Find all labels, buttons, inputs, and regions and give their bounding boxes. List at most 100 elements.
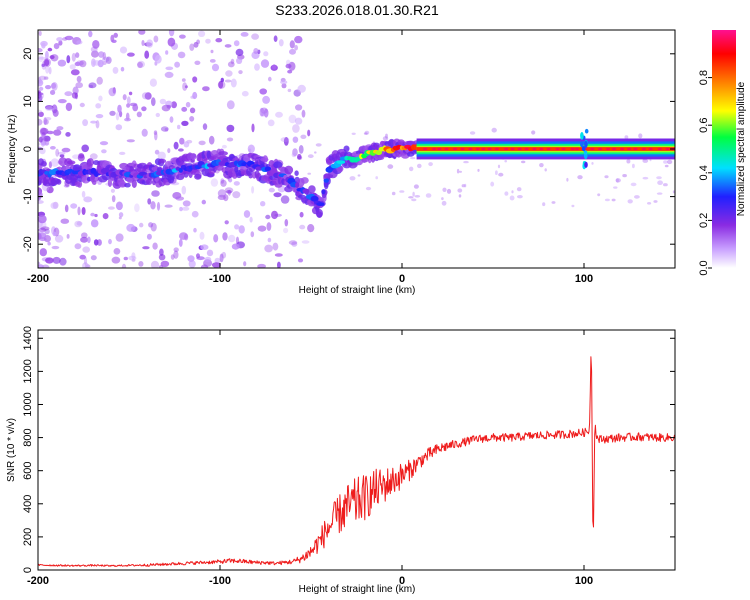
spectrogram-noise-blob xyxy=(224,220,229,225)
spectrogram-noise-blob xyxy=(214,257,221,264)
spectrogram-noise-blob xyxy=(504,160,508,163)
spectrogram-noise-blob xyxy=(98,95,103,102)
spectrogram-noise-blob xyxy=(175,196,185,201)
spectrogram-noise-blob xyxy=(571,204,575,208)
spectrogram-noise-blob xyxy=(38,86,44,91)
spectrogram-noise-blob xyxy=(292,148,298,157)
spectrogram-noise-blob xyxy=(48,161,53,169)
spectrogram-noise-blob xyxy=(283,137,289,146)
spectrogram-noise-blob xyxy=(446,188,452,194)
snr-xtick-label: 100 xyxy=(575,575,593,587)
spectrogram-noise-blob xyxy=(150,201,156,210)
spectrogram-noise-blob xyxy=(288,61,296,71)
spectrogram-noise-blob xyxy=(199,231,205,240)
spectrogram-noise-blob xyxy=(521,160,526,164)
spectrogram-band-peak xyxy=(539,147,544,151)
spectrogram-noise-blob xyxy=(96,76,103,85)
spectrogram-noise-blob xyxy=(74,220,82,228)
spectrogram-noise-blob xyxy=(38,75,47,81)
spectrogram-noise-blob xyxy=(626,159,631,164)
spectrogram-noise-blob xyxy=(542,202,546,207)
spectrogram-noise-blob xyxy=(83,256,88,265)
spectrogram-noise-blob xyxy=(200,264,209,268)
spectrogram-noise-blob xyxy=(260,107,268,114)
spectrogram-noise-blob xyxy=(126,96,131,105)
spectrogram-noise-blob xyxy=(38,233,42,240)
spectrogram-noise-blob xyxy=(611,198,616,202)
spectrogram-noise-blob xyxy=(314,151,317,154)
spectrogram-noise-blob xyxy=(128,255,137,261)
spectrogram-noise-blob xyxy=(220,178,225,184)
spectrogram-xlabel: Height of straight line (km) xyxy=(299,285,416,296)
spectrogram-noise-blob xyxy=(160,260,170,268)
spectrogram-noise-blob xyxy=(51,245,60,250)
spectrogram-noise-blob xyxy=(288,114,297,124)
colorbar-tick-label: 0.8 xyxy=(698,70,710,85)
spectrogram-noise-blob xyxy=(47,241,51,246)
spectrogram-noise-blob xyxy=(191,210,199,218)
spectrogram-noise-blob xyxy=(257,263,266,268)
spectrogram-noise-blob xyxy=(40,40,48,47)
spectrogram-band-peak xyxy=(641,147,646,151)
spectrogram-noise-blob xyxy=(166,104,172,109)
spectrogram-noise-blob xyxy=(154,131,158,141)
spectrogram-noise-blob xyxy=(260,59,270,68)
spectrogram-noise-blob xyxy=(120,66,125,72)
spectrogram-noise-blob xyxy=(182,200,191,207)
spectrogram-noise-blob xyxy=(630,182,637,187)
spectrogram-ytick-label: 0 xyxy=(22,146,34,152)
spectrogram-noise-blob xyxy=(124,117,131,122)
spectrogram-band-peak xyxy=(627,147,632,151)
spectrogram-noise-blob xyxy=(409,166,414,172)
spectrogram-noise-blob xyxy=(52,231,57,237)
snr-xtick-label: -200 xyxy=(27,575,49,587)
spectrogram-noise-blob xyxy=(227,61,235,68)
spectrogram-noise-blob xyxy=(299,224,306,230)
spectrogram-noise-blob xyxy=(139,222,144,228)
spectrogram-noise-blob xyxy=(81,144,89,153)
spectrogram-noise-blob xyxy=(75,52,80,58)
spectrogram-noise-blob xyxy=(490,181,495,187)
spectrogram-noise-blob xyxy=(168,30,175,37)
spectrogram-noise-blob xyxy=(51,82,57,89)
spectrogram-noise-blob xyxy=(40,127,49,135)
spectrogram-noise-blob xyxy=(137,61,143,69)
spectrogram-noise-blob xyxy=(458,194,462,198)
spectrogram-noise-blob xyxy=(181,206,190,211)
spectrogram-noise-blob xyxy=(47,47,53,52)
spectrogram-ridge-halo xyxy=(86,158,94,167)
spectrogram-noise-blob xyxy=(115,124,123,131)
spectrogram-noise-blob xyxy=(122,94,127,101)
spectrogram-xtick-label: -200 xyxy=(27,273,49,285)
spectrogram-noise-blob xyxy=(504,191,509,196)
spectrogram-noise-blob xyxy=(38,30,42,36)
spectrogram-ridge-halo xyxy=(284,165,294,175)
spectrogram-noise-blob xyxy=(233,181,240,186)
spectrogram-noise-blob xyxy=(201,199,206,205)
snr-series-line xyxy=(38,356,675,567)
spectrogram-noise-blob xyxy=(414,195,421,198)
spectrogram-noise-blob xyxy=(425,193,432,198)
spectrogram-noise-blob xyxy=(173,247,179,252)
spectrogram-ridge-halo xyxy=(218,151,229,156)
spectrogram-noise-blob xyxy=(101,56,110,63)
spectrogram-band-peak xyxy=(598,147,603,151)
spectrogram-band-peak xyxy=(532,147,537,151)
spectrogram-noise-blob xyxy=(53,129,62,136)
spectrogram-ridge-halo xyxy=(273,161,283,169)
spectrogram-noise-blob xyxy=(213,234,219,243)
spectrogram-noise-blob xyxy=(634,195,640,199)
spectrogram-noise-blob xyxy=(194,60,201,65)
spectrogram-noise-blob xyxy=(138,30,146,35)
spectrogram-noise-blob xyxy=(38,195,41,201)
spectrogram-noise-blob xyxy=(287,69,293,74)
spectrogram-noise-blob xyxy=(516,187,522,192)
spectrogram-ridge-cell xyxy=(270,168,278,174)
spectrogram-noise-blob xyxy=(491,127,497,133)
spectrogram-noise-blob xyxy=(193,41,199,48)
spectrogram-noise-blob xyxy=(179,206,183,212)
spectrogram-noise-blob xyxy=(41,63,46,67)
spectrogram-noise-blob xyxy=(615,178,621,183)
spectrogram-band-peak xyxy=(423,147,428,151)
